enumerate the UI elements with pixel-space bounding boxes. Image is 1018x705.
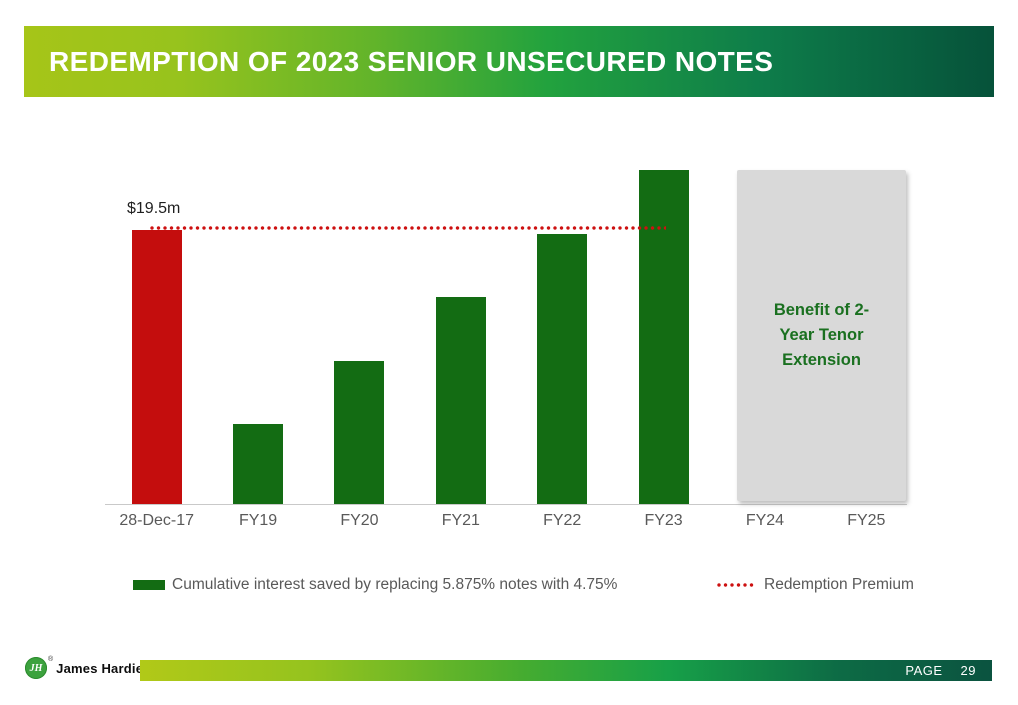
x-axis-label-fy20: FY20 — [340, 512, 379, 529]
x-axis-label-fy25: FY25 — [847, 512, 886, 529]
page-label: PAGE — [905, 663, 943, 678]
bar-slot-fy19 — [207, 159, 308, 504]
x-axis-label-28-dec-17: 28-Dec-17 — [119, 512, 195, 529]
company-name: James Hardie — [56, 660, 144, 676]
slide-title-band: REDEMPTION OF 2023 SENIOR UNSECURED NOTE… — [24, 26, 994, 97]
james-hardie-logo: JH ® James Hardie — [25, 655, 143, 681]
legend-label-redemption-premium: Redemption Premium — [764, 576, 914, 593]
bar-slot-fy22 — [512, 159, 613, 504]
red-dotted-line-swatch-icon — [717, 583, 755, 587]
x-axis-line — [105, 504, 907, 505]
page-number: 29 — [960, 663, 976, 678]
bar-fy23 — [638, 170, 689, 504]
registered-trademark-symbol: ® — [48, 656, 54, 663]
bar-28-dec-17 — [131, 230, 182, 504]
bar-slot-28-dec-17 — [106, 159, 207, 504]
logo-monogram: JH — [29, 662, 43, 674]
x-axis-label-fy22: FY22 — [543, 512, 582, 529]
annotation-line-2: Year Tenor — [779, 326, 864, 344]
james-hardie-logo-icon: JH — [25, 657, 47, 679]
legend-label-cumulative-interest: Cumulative interest saved by replacing 5… — [172, 576, 618, 593]
annotation-line-3: Extension — [782, 351, 861, 369]
tenor-extension-annotation-box: Benefit of 2- Year Tenor Extension — [737, 170, 906, 501]
legend-item-redemption-premium: Redemption Premium — [717, 576, 914, 594]
green-bar-swatch-icon — [133, 580, 165, 590]
page-title: REDEMPTION OF 2023 SENIOR UNSECURED NOTE… — [49, 45, 774, 77]
x-axis-label-fy23: FY23 — [644, 512, 683, 529]
bar-fy20 — [334, 361, 385, 504]
bar-slot-fy21 — [410, 159, 511, 504]
bar-fy21 — [435, 297, 486, 504]
bar-slot-fy23 — [613, 159, 714, 504]
x-axis-label-fy24: FY24 — [745, 512, 785, 529]
legend-item-cumulative-interest: Cumulative interest saved by replacing 5… — [133, 576, 617, 594]
x-axis-label-fy19: FY19 — [238, 512, 278, 529]
premium-value-label: $19.5m — [127, 200, 181, 217]
bar-fy19 — [233, 424, 284, 504]
bar-fy22 — [537, 234, 588, 504]
annotation-line-1: Benefit of 2- — [773, 301, 870, 319]
bar-slot-fy20 — [309, 159, 410, 504]
bar-chart-plot-area — [106, 159, 917, 504]
x-axis-labels: 28-Dec-17 FY19 FY20 FY21 FY22 FY23 FY24 FY25 — [106, 512, 917, 530]
footer-gradient-bar: PAGE 29 — [140, 660, 992, 681]
redemption-premium-dotted-line — [150, 226, 666, 230]
x-axis-label-fy21: FY21 — [441, 512, 480, 529]
